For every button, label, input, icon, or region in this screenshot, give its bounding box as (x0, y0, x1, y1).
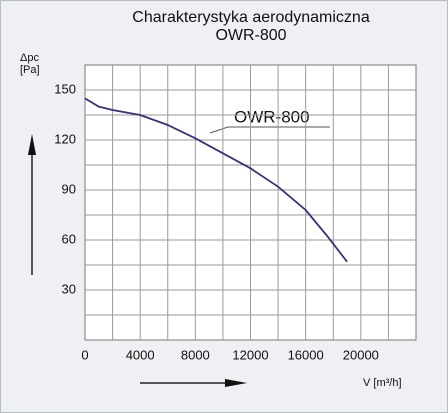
x-axis-label: V [m³/h] (363, 377, 402, 389)
y-tick-label: 90 (62, 181, 76, 196)
y-tick-label: 30 (62, 281, 76, 296)
chart-subtitle: OWR-800 (215, 27, 286, 44)
chart-title: Charakterystyka aerodynamiczna (132, 9, 370, 26)
y-axis-label: Δpc (20, 52, 39, 64)
y-tick-label: 150 (54, 81, 76, 96)
y-tick-label: 120 (54, 131, 76, 146)
data-line (84, 97, 348, 263)
y-arrow (28, 134, 36, 275)
x-tick-label: 16000 (288, 347, 324, 362)
annotation-leader (209, 126, 330, 134)
annotation: OWR-800 (234, 107, 310, 126)
x-tick-label: 4000 (126, 347, 155, 362)
x-tick-label: 8000 (181, 347, 210, 362)
x-tick-label: 0 (81, 347, 88, 362)
x-tick-label: 12000 (232, 347, 268, 362)
x-arrow (140, 379, 247, 387)
y-axis-label: [Pa] (20, 64, 40, 76)
y-tick-label: 60 (62, 231, 76, 246)
x-tick-label: 20000 (343, 347, 379, 362)
